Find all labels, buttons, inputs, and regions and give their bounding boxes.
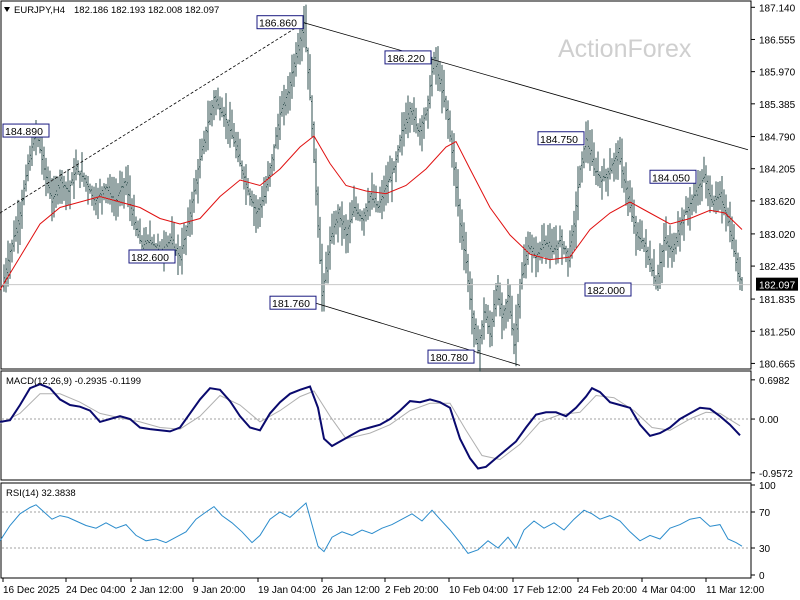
trendline-2	[303, 22, 749, 151]
time-tick-label: 17 Feb 12:00	[513, 585, 572, 596]
price-annotation-label: 182.000	[587, 285, 625, 297]
rsi-tick-label: 30	[759, 544, 771, 555]
rsi-line	[0, 502, 743, 554]
time-tick-label: 19 Jan 04:00	[258, 585, 316, 596]
rsi-pane-frame	[0, 482, 752, 579]
price-tick-label: 183.020	[759, 230, 796, 241]
price-annotation-box	[427, 349, 475, 364]
watermark: ActionForex	[558, 35, 692, 63]
macd-pane-frame	[0, 370, 752, 481]
price-annotation-box	[649, 169, 697, 184]
price-axis: 187.140 186.555 185.970 185.385 184.790 184.2…	[751, 3, 798, 370]
time-tick-label: 2 Feb 20:00	[385, 585, 439, 596]
price-tick-label: 180.665	[759, 359, 796, 370]
price-annotation-label: 186.220	[387, 53, 425, 65]
current-price-value: 182.097	[759, 281, 796, 292]
rsi-tick-label: 70	[759, 508, 771, 519]
ohlc-values: 182.186 182.193 182.008 182.097	[74, 5, 219, 16]
price-bars	[3, 4, 743, 372]
current-price-tag	[756, 277, 798, 291]
price-annotation-label: 184.750	[540, 134, 578, 146]
price-tick-label: 184.205	[759, 165, 796, 176]
symbol-label: EURJPY,H4	[14, 5, 65, 16]
rsi-tick-label: 100	[759, 481, 776, 492]
price-annotation-box	[128, 249, 176, 264]
time-tick-label: 24 Feb 20:00	[578, 585, 637, 596]
time-axis: 16 Dec 2025 24 Dec 04:00 2 Jan 12:00 9 Jan …	[2, 578, 765, 596]
macd-main-line	[0, 383, 741, 470]
rsi-lines	[0, 502, 750, 554]
price-tick-label: 182.435	[759, 262, 796, 273]
price-annotation-label: 182.600	[131, 252, 169, 264]
price-tick-label: 183.620	[759, 197, 796, 208]
macd-tick-label: 0.00	[759, 415, 779, 426]
price-annotation-box	[584, 282, 632, 297]
price-annotation-label: 184.050	[652, 172, 690, 184]
price-tick-label: 181.835	[759, 295, 796, 306]
price-annotation-label: 184.890	[5, 126, 43, 138]
time-tick-label: 9 Jan 20:00	[193, 585, 246, 596]
rsi-tick-label: 0	[759, 571, 765, 582]
price-tick-label: 181.250	[759, 327, 796, 338]
price-annotation-box	[256, 15, 304, 30]
time-tick-label: 10 Feb 04:00	[449, 585, 508, 596]
price-tick-label: 187.140	[759, 3, 796, 14]
rsi-axis: 100 70 30 0	[751, 481, 776, 582]
price-annotation-box	[269, 295, 317, 310]
price-annotation-box	[537, 131, 585, 146]
moving-average-line	[0, 135, 743, 291]
chart-menu-triangle-icon[interactable]	[4, 7, 10, 12]
macd-tick-label: -0.9572	[759, 469, 793, 480]
price-annotation-label: 186.860	[259, 18, 297, 30]
trendline-3	[315, 302, 521, 366]
price-annotations: 184.890 182.600 186.860 181.760 186.220 180.7…	[2, 15, 697, 364]
moving-average	[0, 135, 743, 291]
price-tick-label: 184.790	[759, 133, 796, 144]
time-tick-label: 2 Jan 12:00	[131, 585, 184, 596]
rsi-title: RSI(14) 32.3838	[6, 488, 76, 499]
price-annotation-box	[384, 50, 432, 65]
price-pane-frame	[0, 0, 752, 370]
price-tick-label: 185.385	[759, 100, 796, 111]
time-tick-label: 11 Mar 12:00	[706, 585, 765, 596]
price-tick-label: 185.970	[759, 68, 796, 79]
macd-title: MACD(12,26,9) -0.2935 -0.1199	[6, 376, 141, 387]
price-tick-label: 186.555	[759, 35, 796, 46]
price-annotation-label: 181.760	[272, 298, 310, 310]
macd-tick-label: 0.6982	[759, 376, 790, 387]
time-tick-label: 26 Jan 12:00	[322, 585, 380, 596]
time-tick-label: 24 Dec 04:00	[66, 585, 126, 596]
macd-axis: 0.6982 0.00 -0.9572	[751, 376, 793, 480]
price-annotation-label: 180.780	[430, 352, 468, 364]
time-tick-label: 4 Mar 04:00	[642, 585, 696, 596]
macd-lines	[0, 383, 750, 470]
time-tick-label: 16 Dec 2025	[3, 585, 60, 596]
price-annotation-box	[2, 123, 50, 138]
